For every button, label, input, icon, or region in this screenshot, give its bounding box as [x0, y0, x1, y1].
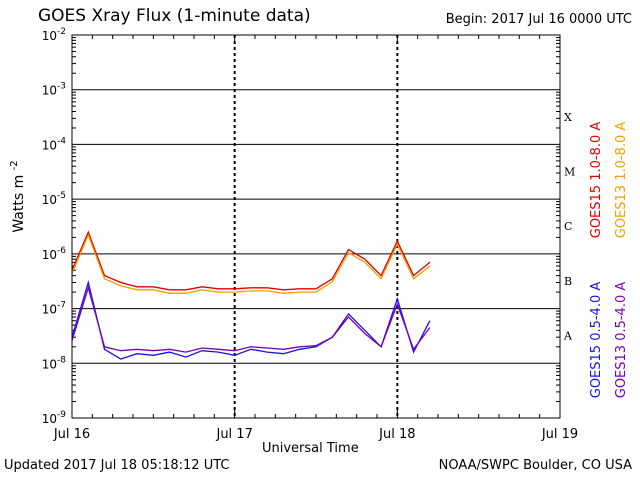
- x-tick-label: Jul 17: [215, 427, 252, 442]
- plot-frame: [71, 34, 561, 419]
- flare-class-label: C: [564, 220, 572, 233]
- flare-class-label: M: [564, 166, 575, 179]
- begin-time-label: Begin: 2017 Jul 16 0000 UTC: [445, 12, 632, 27]
- x-axis-label: Universal Time: [262, 441, 359, 456]
- flare-class-label: A: [563, 330, 573, 343]
- updated-timestamp: Updated 2017 Jul 18 05:18:12 UTC: [4, 458, 230, 473]
- x-tick-label: Jul 16: [53, 427, 90, 442]
- chart-title: GOES Xray Flux (1-minute data): [38, 6, 311, 26]
- series-line: [71, 285, 431, 353]
- y-tick-label: 10-6: [42, 246, 67, 262]
- series-line: [71, 233, 431, 294]
- y-tick-label: 10-2: [42, 27, 66, 43]
- credit-label: NOAA/SWPC Boulder, CO USA: [438, 458, 632, 473]
- y-tick-label: 10-7: [42, 301, 66, 317]
- legend-entry: GOES15 1.0-8.0 A: [589, 122, 604, 239]
- legend-entry: GOES15 0.5-4.0 A: [589, 282, 604, 399]
- y-tick-label: 10-3: [42, 82, 66, 98]
- legend-entry: GOES13 0.5-4.0 A: [614, 282, 629, 399]
- flare-class-label: X: [564, 111, 572, 124]
- y-tick-label: 10-5: [42, 191, 66, 207]
- x-tick-label: Jul 18: [378, 427, 415, 442]
- x-tick-label: Jul 19: [541, 427, 578, 442]
- series-line: [71, 230, 431, 291]
- flare-class-label: B: [564, 275, 572, 288]
- series-line: [71, 280, 431, 360]
- y-tick-label: 10-9: [42, 410, 67, 426]
- y-tick-label: 10-4: [42, 136, 67, 152]
- y-tick-label: 10-8: [42, 355, 67, 371]
- legend-entry: GOES13 1.0-8.0 A: [614, 122, 629, 239]
- y-axis-label: Watts m -2: [9, 160, 27, 232]
